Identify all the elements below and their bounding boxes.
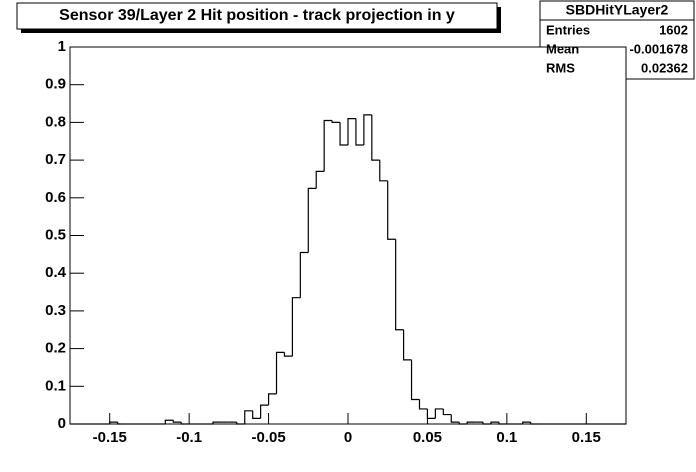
stats-label: RMS <box>546 60 575 75</box>
histogram-bin <box>323 119 333 172</box>
y-tick-label: 0.9 <box>45 76 66 93</box>
histogram-bin <box>236 422 245 425</box>
histogram-bin <box>331 120 341 123</box>
y-tick-label: 0.1 <box>45 377 66 394</box>
title-box <box>16 2 498 30</box>
histogram-bin <box>426 408 436 419</box>
x-tick-label: 0.05 <box>413 429 442 446</box>
histogram-bin <box>434 408 444 419</box>
stats-label: Entries <box>546 22 590 37</box>
stats-label: Mean <box>546 41 579 56</box>
histogram-bin <box>387 180 396 240</box>
histogram-bin <box>275 351 285 394</box>
y-tick-label: 0.2 <box>45 340 66 357</box>
histogram-bin <box>283 352 293 357</box>
histogram-bin <box>482 422 491 425</box>
histogram-bin <box>267 393 277 406</box>
histogram-bin <box>395 239 404 331</box>
histogram-bin <box>180 422 190 425</box>
histogram-bin <box>164 419 174 424</box>
stats-value: 0.02362 <box>641 60 688 75</box>
histogram-bin <box>299 251 309 298</box>
histogram-bin <box>307 187 317 253</box>
x-tick-label: 0.1 <box>496 429 517 446</box>
stats-value: -0.001678 <box>629 41 688 56</box>
histogram-bin <box>117 422 126 425</box>
x-tick-label: -0.1 <box>176 429 202 446</box>
histogram-bin <box>109 421 118 424</box>
x-tick-label: 0 <box>344 429 352 446</box>
y-tick-label: 0 <box>58 415 66 432</box>
stats-title: SBDHitYLayer2 <box>566 2 669 18</box>
histogram-bin <box>403 329 412 361</box>
histogram-bin <box>410 359 420 401</box>
y-tick-label: 0.6 <box>45 189 66 206</box>
x-tick-label: -0.15 <box>93 429 127 446</box>
frame <box>69 46 627 425</box>
histogram-bin <box>466 421 476 424</box>
histogram-bin <box>458 422 468 425</box>
histogram-bin <box>522 421 531 424</box>
histogram-bin <box>418 399 428 410</box>
histogram-bin <box>212 421 221 424</box>
histogram-bin <box>450 414 460 423</box>
y-tick-label: 0.5 <box>45 226 66 243</box>
histogram-bin <box>363 114 372 146</box>
y-tick-label: 0.8 <box>45 113 66 130</box>
histogram-bin <box>490 421 499 424</box>
histogram-bin <box>244 410 253 424</box>
stats-value: 1602 <box>659 22 688 37</box>
x-tick-label: -0.05 <box>251 429 285 446</box>
histogram-bin <box>260 404 269 419</box>
histogram-bin <box>355 118 364 146</box>
histogram-bin <box>530 422 539 425</box>
histogram-bin <box>291 297 301 357</box>
chart-title: Sensor 39/Layer 2 Hit position - track p… <box>59 7 455 24</box>
histogram-bin <box>379 160 388 182</box>
histogram-bin <box>442 408 452 416</box>
histogram-bin <box>371 114 380 161</box>
y-tick-label: 0.3 <box>45 302 66 319</box>
histogram-bin <box>339 122 348 146</box>
histogram-bin <box>347 118 356 146</box>
histogram-bin <box>498 422 507 425</box>
plot <box>69 46 627 425</box>
histogram-bin <box>315 170 325 189</box>
y-tick-label: 1 <box>58 38 66 55</box>
histogram-bin <box>172 420 182 423</box>
y-tick-label: 0.4 <box>45 264 67 281</box>
x-tick-label: 0.15 <box>572 429 601 446</box>
histogram-bin <box>252 410 261 419</box>
y-tick-label: 0.7 <box>45 151 66 168</box>
